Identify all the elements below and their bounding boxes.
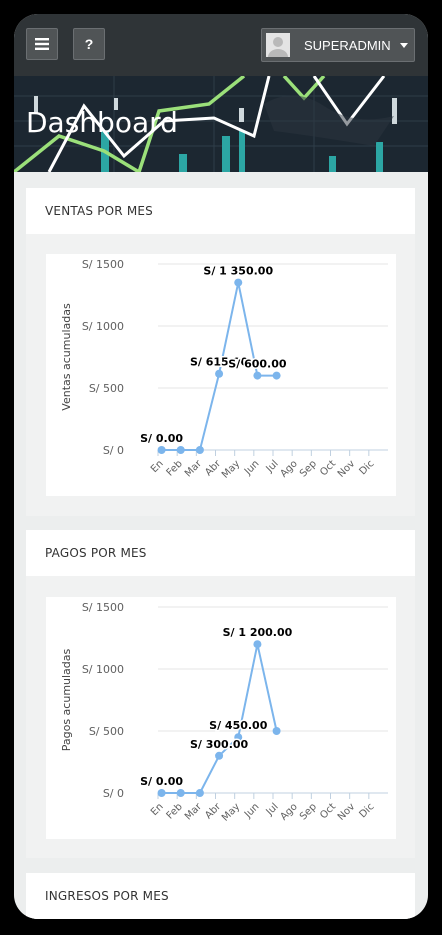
y-tick-label: S/ 1000 (82, 663, 124, 676)
data-label: S/ 450.00 (209, 719, 268, 732)
data-label: S/ 1 200.00 (223, 626, 293, 639)
page-title: Dashboard (26, 106, 178, 139)
ingresos-card: INGRESOS POR MES (26, 873, 415, 919)
data-point (157, 789, 166, 797)
phone-screen: ? SUPERADMIN (14, 14, 428, 919)
caret-down-icon (399, 42, 408, 48)
data-point (215, 751, 224, 760)
user-menu-button[interactable]: SUPERADMIN (261, 28, 415, 62)
data-label: S/ 615.00 (190, 356, 249, 369)
x-tick-label: Nov (336, 801, 358, 823)
data-point (176, 789, 185, 797)
x-tick-label: May (220, 801, 242, 823)
data-point (215, 369, 224, 378)
user-name: SUPERADMIN (304, 37, 391, 53)
x-tick-label: Feb (165, 801, 185, 821)
data-label: S/ 1 350.00 (203, 265, 273, 278)
x-tick-label: May (220, 458, 242, 480)
y-tick-label: S/ 500 (89, 382, 124, 395)
x-tick-label: Feb (165, 458, 185, 478)
pagos-card-title: PAGOS POR MES (26, 530, 415, 576)
avatar (266, 33, 290, 57)
x-tick-label: Ago (278, 458, 299, 479)
ingresos-card-title: INGRESOS POR MES (26, 873, 415, 919)
data-point (272, 371, 281, 380)
data-point (176, 446, 185, 454)
x-tick-label: Nov (336, 458, 358, 480)
data-label: S/ 0.00 (140, 775, 183, 788)
top-navbar: ? SUPERADMIN (14, 14, 428, 76)
x-tick-label: Dic (357, 458, 376, 477)
y-tick-label: S/ 1500 (82, 258, 124, 271)
x-tick-label: En (149, 458, 166, 475)
data-point (195, 446, 204, 454)
data-point (234, 733, 243, 742)
x-tick-label: En (149, 801, 166, 818)
data-point (157, 446, 166, 454)
y-tick-label: S/ 1500 (82, 601, 124, 614)
data-point (272, 727, 281, 735)
dashboard-banner: Dashboard (14, 76, 428, 172)
pagos-chart-container: S/ 0 S/ 500 S/ 1000 S/ 1500 En Feb Mar Abr May Ju… (46, 597, 396, 839)
data-label: S/ 0.00 (140, 432, 183, 445)
stock-chart-background-image (14, 76, 428, 172)
ventas-card-title: VENTAS POR MES (26, 188, 415, 234)
help-label: ? (84, 36, 94, 52)
data-label: S/ 600.00 (228, 358, 287, 371)
help-button[interactable]: ? (73, 28, 105, 60)
y-tick-label: S/ 500 (89, 725, 124, 738)
data-point (253, 371, 262, 380)
y-tick-label: S/ 1000 (82, 320, 124, 333)
x-tick-label: Oct (318, 458, 338, 478)
x-tick-label: Abr (203, 458, 224, 479)
y-axis-title: Ventas acumuladas (60, 303, 73, 411)
x-tick-label: Mar (183, 458, 205, 480)
x-tick-label: Jun (242, 801, 262, 821)
hamburger-icon (35, 38, 49, 50)
y-tick-label: S/ 0 (103, 787, 124, 800)
ventas-chart-container: S/ 0 S/ 500 S/ 1000 S/ 1500 En Feb Mar Abr May Ju… (46, 254, 396, 496)
menu-button[interactable] (26, 28, 58, 60)
x-tick-label: Abr (203, 801, 224, 822)
x-tick-label: Oct (318, 801, 338, 821)
y-tick-label: S/ 0 (103, 444, 124, 457)
pagos-card: PAGOS POR MES S/ 0 S/ 500 S/ 1000 S/ 1500 En… (26, 530, 415, 858)
x-tick-label: Ago (278, 801, 299, 822)
user-silhouette-icon (268, 37, 288, 57)
y-axis-title: Pagos acumuladas (60, 648, 73, 751)
data-point (253, 640, 262, 649)
x-tick-label: Jun (242, 458, 262, 478)
data-point (195, 789, 204, 797)
x-tick-label: Sep (298, 801, 319, 822)
x-tick-label: Mar (183, 801, 205, 823)
x-tick-label: Sep (298, 458, 319, 479)
x-tick-label: Dic (357, 801, 376, 820)
ventas-card: VENTAS POR MES S/ 0 S/ 500 S/ 1000 S/ 1500 E… (26, 188, 415, 516)
data-point (234, 278, 243, 287)
data-label: S/ 300.00 (190, 738, 249, 751)
